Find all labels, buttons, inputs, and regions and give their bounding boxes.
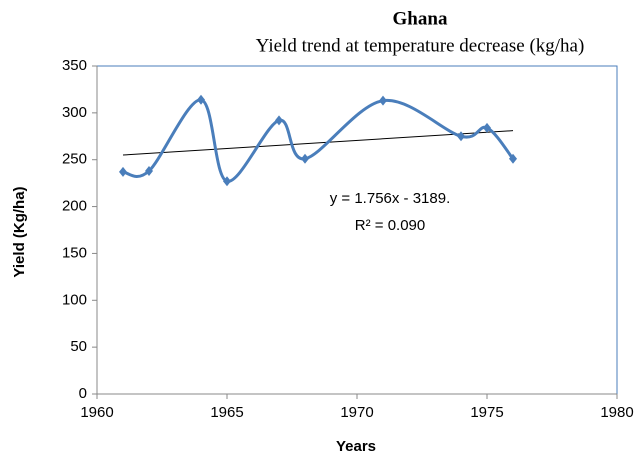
y-tick-label: 50 xyxy=(70,338,87,355)
y-tick-label: 200 xyxy=(62,198,87,215)
annotation: y = 1.756x - 3189. xyxy=(330,190,451,207)
data-point xyxy=(145,165,153,176)
x-tick-label: 1980 xyxy=(600,404,633,421)
data-point xyxy=(483,122,491,133)
y-tick-label: 350 xyxy=(62,57,87,74)
data-point xyxy=(119,166,127,177)
data-point xyxy=(509,153,517,164)
x-tick-label: 1960 xyxy=(80,404,113,421)
data-point xyxy=(457,131,465,142)
x-axis-label: Years xyxy=(336,438,376,455)
trend-line xyxy=(122,130,514,156)
data-point xyxy=(223,176,231,187)
x-tick-label: 1965 xyxy=(210,404,243,421)
x-tick-label: 1970 xyxy=(340,404,373,421)
chart-subtitle: Yield trend at temperature decrease (kg/… xyxy=(256,35,585,56)
y-tick-label: 250 xyxy=(62,151,87,168)
chart-title: Ghana xyxy=(393,8,448,29)
series-line xyxy=(122,98,515,183)
y-axis-label: Yield (Kg/ha) xyxy=(11,186,28,277)
y-tick-label: 0 xyxy=(79,385,87,402)
data-point xyxy=(301,153,309,164)
y-tick-label: 300 xyxy=(62,104,87,121)
data-point xyxy=(197,94,205,105)
annotation: R² = 0.090 xyxy=(355,217,425,234)
data-point xyxy=(379,95,387,106)
y-tick-label: 100 xyxy=(62,291,87,308)
y-tick-label: 150 xyxy=(62,244,87,261)
x-tick-label: 1975 xyxy=(470,404,503,421)
data-point xyxy=(275,115,283,126)
